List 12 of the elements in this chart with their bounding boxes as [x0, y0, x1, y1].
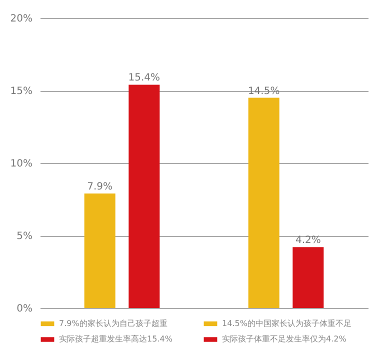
data-label: 7.9%: [87, 181, 113, 192]
legend-label: 实际孩子体重不足发生率仅为4.2%: [222, 334, 347, 344]
y-tick-label: 0%: [16, 304, 32, 314]
data-label: 4.2%: [295, 235, 321, 246]
legend-label: 7.9%的家长认为自己孩子超重: [59, 318, 168, 328]
y-tick-label: 15%: [10, 86, 32, 97]
legend-label: 14.5%的中国家长认为孩子体重不足: [222, 318, 352, 328]
y-tick-label: 20%: [10, 14, 32, 24]
data-label: 15.4%: [128, 72, 160, 84]
y-tick-label: 5%: [16, 231, 32, 242]
legend-label: 实际孩子超重发生率高达15.4%: [59, 334, 173, 344]
y-tick-label: 10%: [10, 158, 32, 170]
